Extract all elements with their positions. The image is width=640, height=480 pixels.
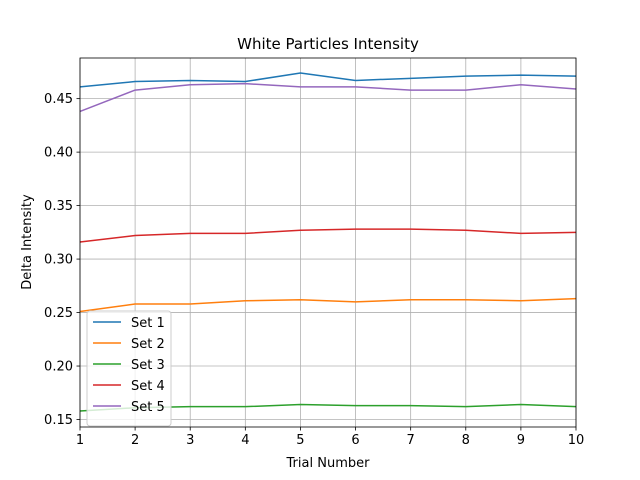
x-tick-label: 4	[241, 433, 249, 448]
x-tick-label: 7	[407, 433, 415, 448]
y-tick-label: 0.25	[44, 306, 73, 321]
x-tick-label: 10	[568, 433, 585, 448]
y-axis-title: Delta Intensity	[20, 194, 35, 290]
plot-area: 1 2 3 4 5 6 7 8 9 10 0.15 0.20 0.25 0.30 0.35 0.40 0.45	[44, 57, 585, 448]
x-axis-title: Trial Number	[286, 456, 371, 471]
series-line-set-5	[79, 82, 577, 113]
legend-box	[86, 310, 172, 427]
y-tick-label: 0.30	[44, 253, 73, 268]
y-tick-label: 0.15	[44, 413, 73, 428]
series-line-set-2	[79, 297, 577, 313]
y-tick-label: 0.40	[44, 146, 73, 161]
x-tick-label: 3	[186, 433, 194, 448]
x-tick-label: 6	[351, 433, 359, 448]
legend-label-set-3: Set 3	[131, 358, 165, 373]
series-line-set-1	[79, 72, 577, 88]
axes-frame	[79, 57, 577, 428]
x-tick-label: 9	[517, 433, 525, 448]
legend-label-set-5: Set 5	[131, 400, 165, 415]
legend-label-set-1: Set 1	[131, 316, 165, 331]
y-tick-label: 0.45	[44, 92, 73, 107]
y-tick-label: 0.20	[44, 360, 73, 375]
series-line-set-4	[79, 228, 577, 243]
legend-label-set-2: Set 2	[131, 337, 165, 352]
legend: Set 1 Set 2 Set 3 Set 4 Set 5	[86, 310, 172, 427]
legend-label-set-4: Set 4	[131, 379, 165, 394]
x-tick-label: 1	[76, 433, 84, 448]
chart-title: White Particles Intensity	[237, 35, 419, 53]
x-tick-label: 5	[296, 433, 304, 448]
y-tick-label: 0.35	[44, 199, 73, 214]
x-tick-label: 2	[131, 433, 139, 448]
x-tick-label: 8	[462, 433, 470, 448]
